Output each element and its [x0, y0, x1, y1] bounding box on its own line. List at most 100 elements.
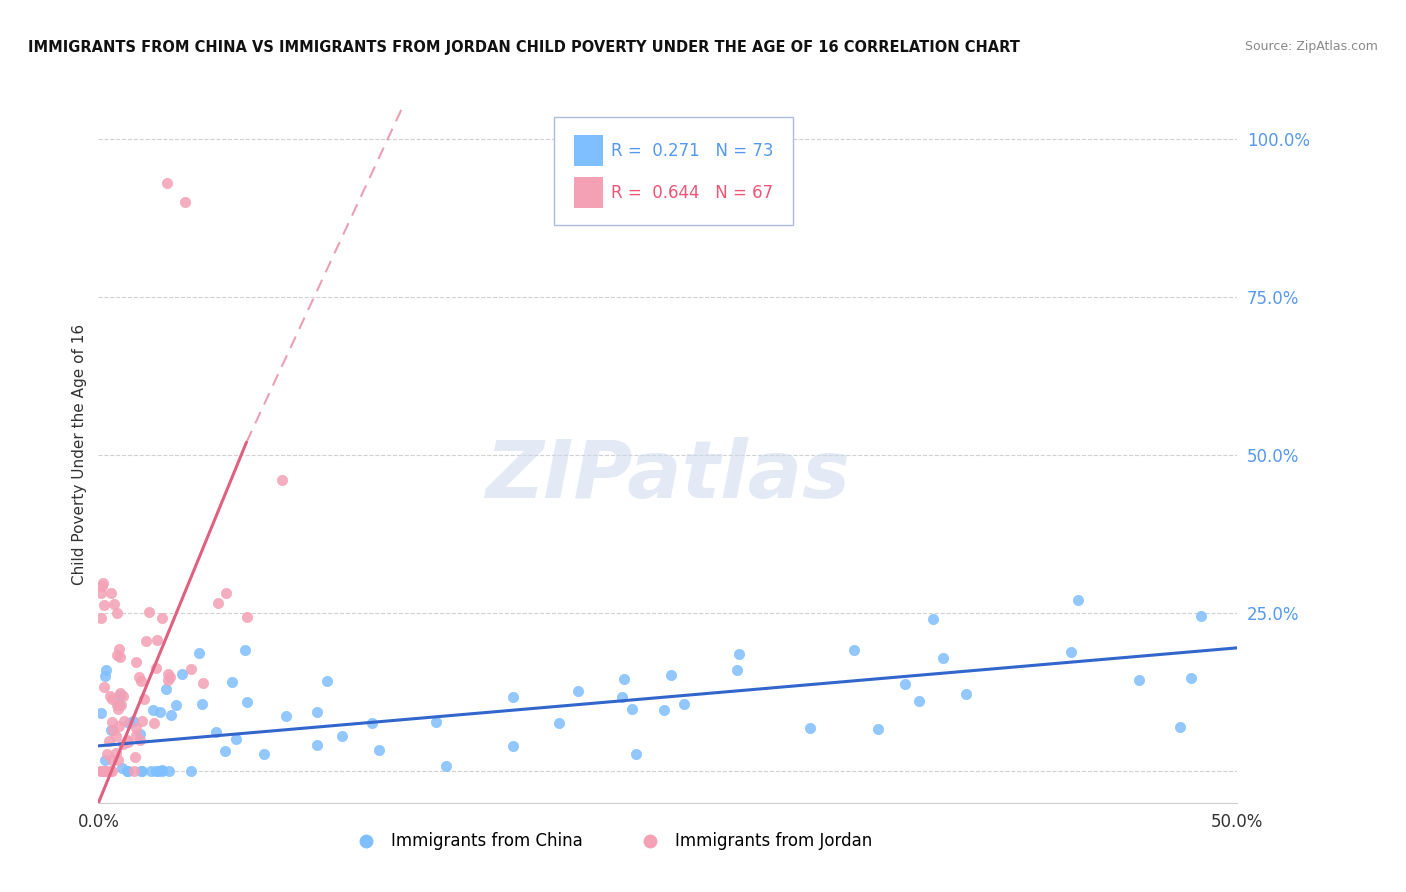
Point: [110, 688, 132, 702]
Point: [160, 708, 183, 723]
Point: [94, 663, 117, 677]
Point: [908, 694, 931, 708]
Point: [191, 697, 214, 711]
Text: Source: ZipAtlas.com: Source: ZipAtlas.com: [1244, 40, 1378, 54]
Point: [110, 650, 132, 665]
Point: [115, 733, 138, 747]
Text: R =  0.271   N = 73: R = 0.271 N = 73: [610, 142, 773, 160]
Point: [225, 732, 247, 747]
Point: [105, 606, 128, 620]
Point: [236, 695, 259, 709]
FancyBboxPatch shape: [554, 118, 793, 226]
Point: [103, 597, 125, 611]
Point: [124, 728, 146, 742]
Point: [131, 764, 153, 779]
Point: [139, 764, 162, 779]
Point: [111, 689, 134, 703]
Point: [207, 596, 229, 610]
Point: [799, 721, 821, 735]
Point: [1168, 719, 1191, 733]
Point: [1067, 593, 1090, 607]
Y-axis label: Child Poverty Under the Age of 16: Child Poverty Under the Age of 16: [72, 325, 87, 585]
Point: [115, 764, 138, 779]
Point: [548, 715, 571, 730]
Point: [138, 605, 160, 619]
Point: [100, 586, 122, 600]
Point: [131, 714, 153, 729]
Point: [502, 690, 524, 705]
Text: ZIPatlas: ZIPatlas: [485, 437, 851, 515]
FancyBboxPatch shape: [575, 177, 603, 208]
Point: [188, 646, 211, 660]
Point: [94, 764, 117, 779]
Point: [124, 750, 146, 764]
Point: [134, 691, 156, 706]
Point: [104, 746, 127, 760]
Point: [1128, 673, 1150, 687]
Point: [149, 705, 172, 719]
Point: [101, 714, 124, 729]
Point: [90, 706, 112, 721]
Point: [215, 586, 238, 600]
Point: [157, 666, 180, 681]
Point: [105, 648, 128, 662]
Point: [659, 668, 682, 682]
Point: [93, 680, 115, 694]
Point: [108, 685, 131, 699]
Point: [91, 576, 114, 591]
Point: [143, 716, 166, 731]
Point: [93, 669, 115, 683]
Point: [111, 738, 134, 752]
FancyBboxPatch shape: [575, 135, 603, 166]
Point: [101, 753, 124, 767]
Point: [93, 599, 115, 613]
Point: [103, 723, 125, 738]
Point: [894, 677, 917, 691]
Point: [108, 642, 131, 657]
Point: [921, 612, 943, 626]
Point: [108, 698, 131, 713]
Point: [305, 738, 328, 752]
Point: [652, 703, 675, 717]
Legend: Immigrants from China, Immigrants from Jordan: Immigrants from China, Immigrants from J…: [343, 826, 879, 857]
Point: [129, 732, 152, 747]
Point: [204, 725, 226, 739]
Point: [502, 739, 524, 753]
Point: [145, 764, 167, 779]
Point: [434, 759, 457, 773]
Point: [91, 764, 114, 779]
Text: R =  0.644   N = 67: R = 0.644 N = 67: [610, 184, 773, 202]
Point: [108, 719, 131, 733]
Point: [111, 761, 134, 775]
Point: [150, 611, 173, 625]
Point: [316, 673, 339, 688]
Point: [98, 689, 121, 703]
Point: [156, 176, 179, 190]
Point: [94, 764, 117, 779]
Point: [110, 698, 132, 713]
Point: [100, 723, 122, 738]
Point: [145, 661, 167, 675]
Point: [122, 764, 145, 779]
Point: [157, 764, 180, 779]
Point: [955, 687, 977, 701]
Point: [725, 663, 748, 677]
Point: [271, 473, 294, 487]
Point: [621, 702, 644, 716]
Point: [330, 729, 353, 743]
Point: [90, 586, 112, 600]
Point: [117, 735, 139, 749]
Point: [129, 764, 152, 779]
Point: [118, 715, 141, 730]
Point: [129, 727, 152, 741]
Point: [613, 672, 636, 686]
Point: [142, 703, 165, 717]
Point: [1060, 645, 1083, 659]
Point: [157, 673, 180, 688]
Point: [159, 670, 181, 684]
Point: [91, 764, 114, 779]
Point: [673, 697, 696, 711]
Point: [307, 705, 329, 719]
Point: [150, 763, 173, 777]
Point: [276, 709, 298, 723]
